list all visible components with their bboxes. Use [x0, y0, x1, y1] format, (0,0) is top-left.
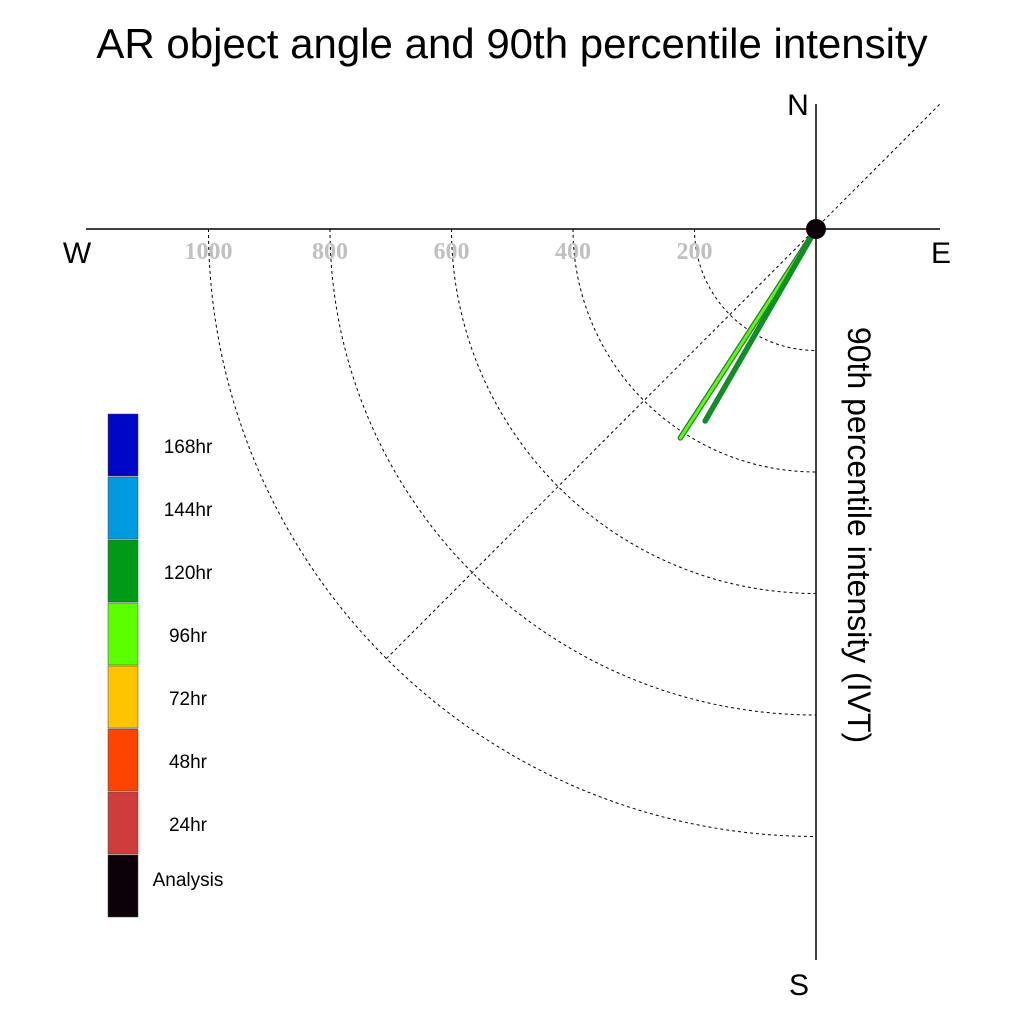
legend-swatch-Analysis — [107, 854, 139, 918]
legend-label-144hr: 144hr — [164, 500, 213, 521]
radial-axis-label: 90th percentile intensity (IVT) — [841, 327, 877, 743]
radial-grid — [208, 103, 941, 837]
compass-west-label: W — [63, 237, 92, 270]
grid-arc-400 — [572, 228, 817, 473]
compass-east-label: E — [931, 237, 951, 270]
compass-axes — [86, 104, 940, 960]
tick-label-1000: 1000 — [185, 239, 233, 265]
legend-swatch-144hr — [107, 476, 139, 540]
tick-label-800: 800 — [312, 239, 348, 265]
grid-arc-600 — [451, 228, 817, 594]
radial-tick-labels: 200 400 600 800 1000 — [185, 239, 713, 265]
legend-label-168hr: 168hr — [164, 437, 213, 458]
legend-swatch-168hr — [107, 413, 139, 477]
compass-south-label: S — [789, 969, 809, 1002]
legend-label-72hr: 72hr — [169, 689, 208, 710]
legend-label-48hr: 48hr — [169, 752, 208, 773]
legend-swatch-48hr — [107, 728, 139, 792]
grid-arc-800 — [329, 228, 817, 716]
legend-label-96hr: 96hr — [169, 626, 208, 647]
tick-label-600: 600 — [434, 239, 470, 265]
chart-title: AR object angle and 90th percentile inte… — [96, 20, 927, 67]
grid-arc-1000 — [208, 228, 817, 837]
legend-swatch-24hr — [107, 791, 139, 855]
origin-marker — [806, 219, 826, 239]
legend-label-24hr: 24hr — [169, 815, 208, 836]
legend-swatch-120hr — [107, 539, 139, 603]
legend-label-120hr: 120hr — [164, 563, 213, 584]
diagonal-reference-line — [386, 103, 941, 659]
compass-north-label: N — [787, 89, 809, 122]
grid-arc-200 — [694, 228, 817, 351]
tick-label-200: 200 — [677, 239, 713, 265]
legend-swatch-96hr — [107, 602, 139, 666]
legend-label-Analysis: Analysis — [153, 870, 224, 891]
series-line-120hr — [703, 227, 818, 423]
legend-swatch-72hr — [107, 665, 139, 729]
data-series — [677, 219, 826, 441]
tick-label-400: 400 — [555, 239, 591, 265]
legend: 168hr 144hr 120hr 96hr 72hr 48hr 24hr Analysis — [107, 413, 224, 918]
